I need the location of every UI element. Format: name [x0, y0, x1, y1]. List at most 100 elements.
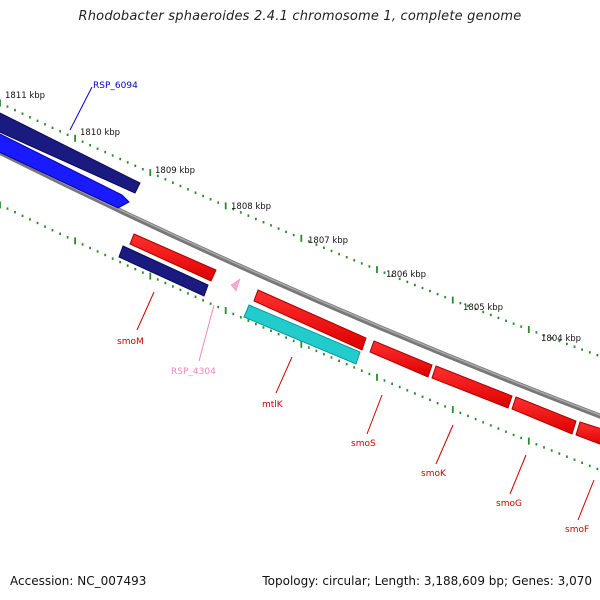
- major-tick: [376, 266, 378, 274]
- minor-tick: [6, 105, 9, 108]
- minor-tick: [134, 267, 137, 271]
- minor-tick: [550, 449, 553, 452]
- major-tick: [527, 437, 530, 445]
- gene-label-smoS[interactable]: smoS: [351, 439, 376, 449]
- minor-tick: [330, 356, 333, 359]
- minor-tick: [51, 229, 54, 232]
- minor-tick: [383, 271, 386, 274]
- gene-label-mtlK[interactable]: mtlK: [262, 400, 284, 410]
- minor-tick: [217, 305, 220, 309]
- major-tick: [74, 134, 76, 142]
- topology-text: Topology: circular; Length: 3,188,609 bp…: [262, 574, 592, 588]
- minor-tick: [505, 319, 507, 322]
- minor-tick: [360, 369, 363, 372]
- gene-bar-navy-upper[interactable]: [0, 112, 141, 194]
- major-tick: [149, 169, 152, 177]
- major-tick: [149, 272, 152, 280]
- gene-bar-smoF[interactable]: [511, 396, 577, 435]
- minor-tick: [209, 198, 212, 201]
- major-tick: [451, 406, 454, 414]
- minor-tick: [543, 446, 545, 449]
- minor-tick: [119, 157, 122, 161]
- minor-tick: [391, 382, 393, 385]
- minor-tick: [444, 405, 447, 408]
- minor-tick: [111, 257, 114, 260]
- gene-bar-RSP_4304[interactable]: [230, 278, 241, 292]
- leader-smoG: [509, 454, 527, 495]
- gene-label-smoG[interactable]: smoG: [496, 499, 522, 509]
- gene-bar-blue-RSP_6094[interactable]: [0, 133, 130, 209]
- minor-tick: [29, 116, 31, 119]
- minor-tick: [179, 184, 182, 188]
- map-title: Rhodobacter sphaeroides 2.4.1 chromosome…: [78, 9, 522, 24]
- minor-tick: [126, 264, 129, 267]
- minor-tick: [436, 402, 439, 405]
- minor-tick: [558, 339, 561, 343]
- major-tick: [451, 296, 454, 304]
- minor-tick: [164, 281, 167, 285]
- minor-tick: [398, 277, 401, 281]
- minor-tick: [6, 207, 9, 210]
- major-tick: [300, 234, 303, 242]
- minor-tick: [414, 392, 416, 395]
- minor-tick: [59, 130, 61, 133]
- inner-tick-track: [0, 201, 599, 471]
- gene-bar-mtlK[interactable]: [243, 304, 361, 365]
- minor-tick: [270, 224, 272, 227]
- minor-tick: [429, 289, 431, 293]
- minor-tick: [338, 252, 340, 256]
- minor-tick: [406, 389, 409, 392]
- minor-tick: [66, 133, 69, 136]
- minor-tick: [323, 353, 325, 356]
- minor-tick: [66, 236, 69, 239]
- minor-tick: [345, 256, 348, 259]
- tick-label: 1806 kbp: [386, 270, 426, 280]
- minor-tick: [573, 458, 576, 461]
- minor-tick: [520, 325, 523, 328]
- gene-label-smoM[interactable]: smoM: [117, 337, 144, 347]
- minor-tick: [270, 329, 272, 332]
- minor-tick: [383, 379, 386, 382]
- minor-tick: [353, 366, 356, 369]
- major-tick: [376, 373, 378, 381]
- gene-label-smoF[interactable]: smoF: [565, 525, 589, 535]
- minor-tick: [368, 372, 371, 376]
- gene-label-RSP_6094[interactable]: RSP_6094: [93, 81, 138, 91]
- minor-tick: [512, 433, 515, 437]
- minor-tick: [209, 302, 212, 305]
- gene-bar-smoM[interactable]: [129, 233, 217, 282]
- minor-tick: [482, 421, 485, 424]
- minor-tick: [474, 307, 477, 311]
- minor-tick: [596, 354, 599, 357]
- minor-tick: [550, 337, 553, 340]
- tick-label: 1808 kbp: [231, 202, 271, 212]
- tick-label: 1804 kbp: [541, 334, 581, 344]
- minor-tick: [36, 119, 39, 122]
- minor-tick: [89, 246, 91, 250]
- minor-tick: [96, 147, 99, 150]
- minor-tick: [459, 411, 462, 414]
- minor-tick: [467, 414, 469, 418]
- minor-tick: [247, 214, 250, 217]
- minor-tick: [315, 243, 318, 246]
- gene-label-RSP_4304[interactable]: RSP_4304: [171, 367, 216, 377]
- minor-tick: [330, 249, 333, 253]
- gene-bar-smoF-continued[interactable]: [575, 421, 600, 446]
- minor-tick: [543, 334, 545, 337]
- gene-bar-smoS[interactable]: [253, 289, 367, 351]
- gene-label-smoK[interactable]: smoK: [421, 469, 447, 479]
- minor-tick: [14, 211, 16, 214]
- minor-tick: [104, 253, 107, 257]
- minor-tick: [232, 312, 235, 316]
- gene-bar-navy-lower[interactable]: [118, 245, 209, 297]
- outer-tick-track: [0, 99, 599, 357]
- minor-tick: [141, 168, 144, 171]
- minor-tick: [247, 319, 250, 322]
- gene-bar-smoG[interactable]: [431, 365, 513, 409]
- minor-tick: [558, 452, 561, 455]
- minor-tick: [315, 349, 318, 353]
- gene-bar-smoK[interactable]: [369, 340, 433, 378]
- minor-tick: [474, 417, 477, 421]
- minor-tick: [535, 443, 538, 446]
- minor-tick: [414, 283, 416, 287]
